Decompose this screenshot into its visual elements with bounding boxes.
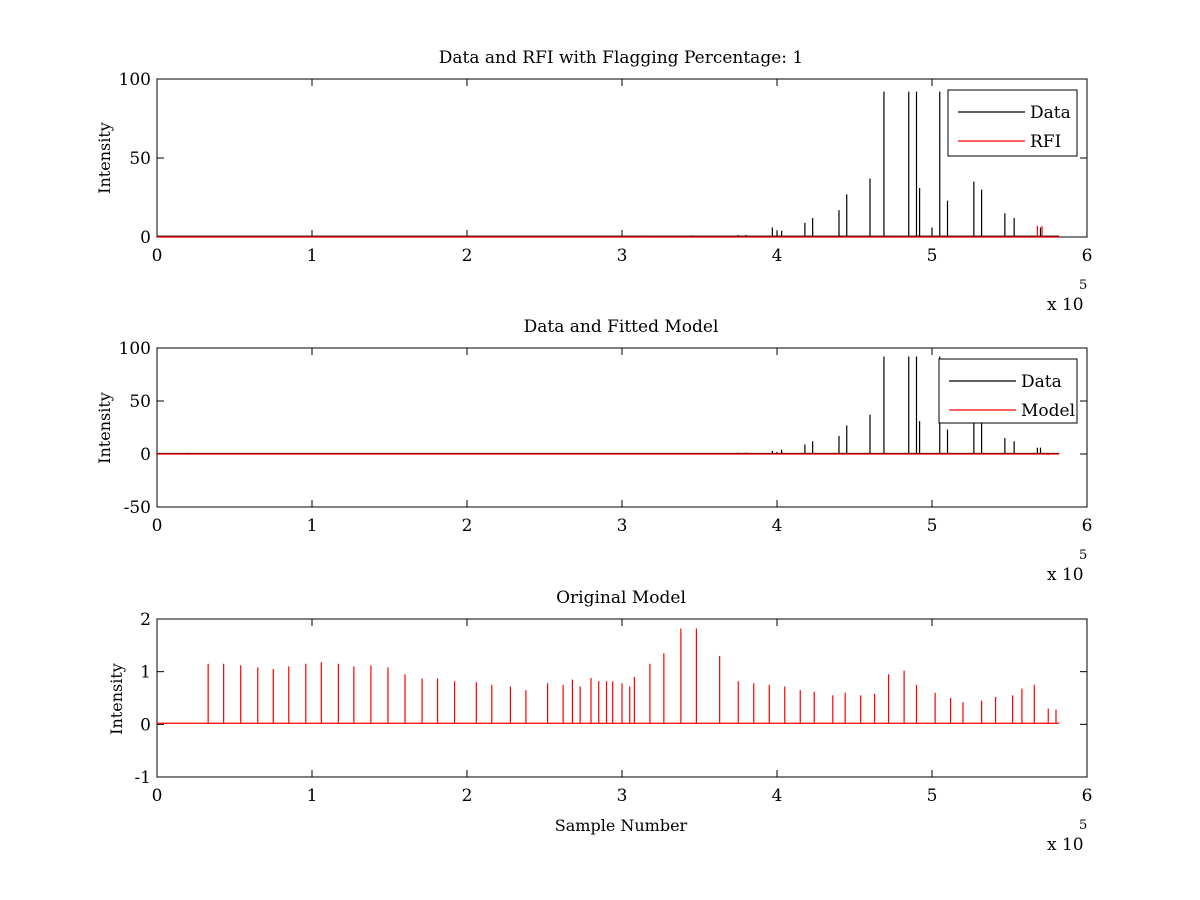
y-tick-label: 0 <box>140 445 151 465</box>
x-tick-label: 5 <box>927 246 938 266</box>
x-tick-label: 1 <box>307 786 318 806</box>
x-multiplier-exponent: 5 <box>1079 818 1087 833</box>
x-tick-label: 5 <box>927 786 938 806</box>
legend-box <box>947 89 1078 157</box>
y-axis-label: Intensity <box>95 122 114 194</box>
x-tick-label: 6 <box>1082 246 1093 266</box>
series-rfi <box>157 225 1060 238</box>
subplot-title: Data and Fitted Model <box>524 317 719 337</box>
subplot-model-fit: Data and Fitted Model Intensity 0 1 2 3 4 5 6 -… <box>95 317 1092 585</box>
subplot-rfi: Data and RFI with Flagging Percentage: 1… <box>95 48 1092 315</box>
legend-box <box>938 358 1078 424</box>
subplot-original-model: Original Model Intensity Sample Number 0… <box>107 588 1092 855</box>
x-tick-label: 4 <box>772 516 783 536</box>
x-tick-label: 4 <box>772 246 783 266</box>
y-tick-label: 100 <box>119 339 151 359</box>
y-axis-label: Intensity <box>95 392 114 464</box>
x-multiplier-exponent: 5 <box>1079 278 1087 293</box>
x-tick-label: 4 <box>772 786 783 806</box>
legend-entry: Data <box>1021 372 1062 392</box>
x-tick-label: 6 <box>1082 786 1093 806</box>
x-multiplier: x 10 <box>1047 295 1084 315</box>
legend: Data Model <box>938 358 1078 424</box>
x-tick-label: 3 <box>617 786 628 806</box>
x-multiplier: x 10 <box>1047 835 1084 855</box>
legend-entry: Data <box>1030 103 1071 123</box>
x-tick-label: 2 <box>462 786 473 806</box>
series-model <box>157 628 1060 724</box>
subplot-title: Original Model <box>556 588 686 608</box>
y-tick-label: 0 <box>140 228 151 248</box>
x-tick-label: 3 <box>617 516 628 536</box>
series-model <box>157 453 1060 456</box>
x-tick-label: 3 <box>617 246 628 266</box>
x-multiplier: x 10 <box>1047 565 1084 585</box>
x-tick-label: 0 <box>152 516 163 536</box>
x-tick-label: 6 <box>1082 516 1093 536</box>
legend-entry: Model <box>1021 401 1075 421</box>
y-tick-label: 50 <box>129 149 151 169</box>
x-tick-label: 1 <box>307 246 318 266</box>
y-tick-label: -50 <box>124 498 151 518</box>
subplot-title: Data and RFI with Flagging Percentage: 1 <box>439 48 803 68</box>
x-tick-label: 0 <box>152 786 163 806</box>
y-tick-label: 0 <box>140 715 151 735</box>
y-tick-label: 100 <box>119 70 151 90</box>
y-tick-label: 50 <box>129 392 151 412</box>
legend: Data RFI <box>947 89 1078 157</box>
y-axis-label: Intensity <box>107 663 126 735</box>
series-data <box>157 91 1060 237</box>
legend-entry: RFI <box>1030 132 1061 152</box>
x-tick-label: 1 <box>307 516 318 536</box>
x-axis-label: Sample Number <box>555 816 688 835</box>
y-tick-label: 1 <box>140 663 151 683</box>
y-tick-label: -1 <box>134 768 151 788</box>
y-tick-label: 2 <box>140 610 151 630</box>
x-tick-label: 5 <box>927 516 938 536</box>
x-tick-label: 2 <box>462 516 473 536</box>
x-tick-label: 0 <box>152 246 163 266</box>
x-multiplier-exponent: 5 <box>1079 548 1087 563</box>
x-tick-label: 2 <box>462 246 473 266</box>
